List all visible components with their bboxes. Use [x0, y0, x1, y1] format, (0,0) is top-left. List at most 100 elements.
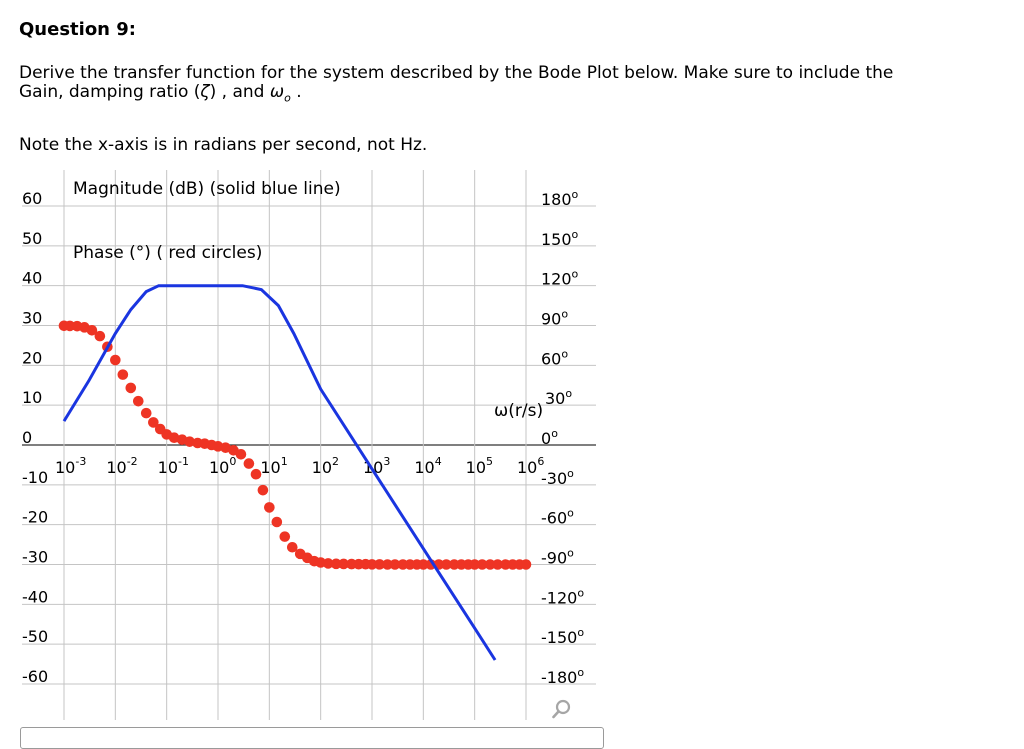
- magnitude-legend-label: Magnitude (dB) (solid blue line): [73, 179, 341, 199]
- x-tick-exponent: -3: [75, 455, 86, 468]
- phase-point: [243, 458, 255, 469]
- left-tick-label: 50: [22, 229, 42, 248]
- omega-subscript: o: [284, 91, 291, 105]
- left-tick-label: 30: [22, 309, 42, 328]
- x-axis-ticks: 10-3 10-2 10-1 100 101 102 103 104 105 106: [55, 455, 544, 477]
- degree-mark: o: [572, 228, 579, 241]
- x-axis-unit-label: ω(r/s): [494, 401, 543, 421]
- x-tick-label: 10-1: [158, 455, 189, 477]
- zoom-icon[interactable]: [551, 698, 573, 720]
- degree-mark: o: [567, 507, 574, 520]
- phase-point: [168, 432, 180, 443]
- degree-mark: o: [561, 347, 568, 360]
- phase-point: [250, 468, 262, 480]
- x-tick-label: 102: [312, 455, 339, 477]
- x-tick-exponent: 0: [229, 455, 236, 468]
- degree-mark: o: [567, 547, 574, 560]
- line2-mid: ) , and: [209, 82, 270, 102]
- right-tick-label: -30o: [541, 467, 574, 488]
- degree-mark: o: [551, 427, 558, 440]
- phase-point: [520, 559, 532, 570]
- phase-point: [110, 354, 121, 366]
- x-tick-exponent: 1: [281, 455, 288, 468]
- right-tick-label: 150o: [541, 228, 579, 249]
- phase-point: [484, 559, 496, 570]
- right-tick-label: -60o: [541, 507, 574, 528]
- left-tick-label: -10: [22, 468, 48, 487]
- question-line-1: Derive the transfer function for the sys…: [19, 63, 894, 83]
- phase-series: [58, 320, 532, 570]
- phase-point: [338, 558, 349, 570]
- x-tick-label: 100: [209, 455, 236, 477]
- phase-point: [492, 559, 503, 570]
- phase-point: [418, 559, 429, 570]
- x-tick-exponent: 4: [435, 455, 442, 468]
- zeta-symbol: ζ: [200, 82, 210, 102]
- x-tick-exponent: 3: [383, 455, 390, 468]
- phase-point: [132, 395, 144, 407]
- question-line-2: Gain, damping ratio (ζ) , and ωo .: [19, 83, 979, 107]
- x-tick-exponent: -1: [178, 455, 189, 468]
- right-tick-label: -150o: [541, 626, 584, 647]
- answer-box[interactable]: [20, 727, 604, 749]
- line2-end: .: [290, 82, 302, 102]
- phase-point: [469, 559, 480, 570]
- x-tick-label: 101: [260, 455, 287, 477]
- phase-point: [148, 417, 159, 428]
- phase-point: [382, 559, 393, 570]
- phase-point: [322, 558, 334, 569]
- question-text: Derive the transfer function for the sys…: [19, 64, 979, 107]
- left-tick-label: -60: [22, 667, 48, 686]
- x-tick-exponent: -2: [127, 455, 138, 468]
- degree-mark: o: [561, 308, 568, 321]
- left-tick-label: 40: [22, 269, 42, 288]
- phase-point: [389, 559, 401, 570]
- right-tick-label: 180o: [541, 188, 579, 209]
- degree-mark: o: [565, 387, 572, 400]
- x-tick-label: 10-2: [106, 455, 137, 477]
- left-tick-label: -50: [22, 627, 48, 646]
- degree-mark: o: [572, 188, 579, 201]
- left-tick-label: 60: [22, 189, 42, 208]
- phase-point: [140, 407, 152, 419]
- phase-legend-label: Phase (°) ( red circles): [73, 243, 262, 263]
- omega-symbol: ω: [269, 82, 285, 102]
- phase-point: [235, 448, 247, 460]
- phase-point: [440, 559, 452, 570]
- phase-point: [125, 382, 137, 394]
- degree-mark: o: [567, 467, 574, 480]
- left-tick-label: 0: [22, 428, 32, 447]
- degree-mark: o: [572, 268, 579, 281]
- left-tick-label: -20: [22, 508, 48, 527]
- phase-point: [94, 330, 106, 342]
- x-tick-exponent: 6: [537, 455, 544, 468]
- magnitude-series-line: [62, 284, 497, 661]
- question-note: Note the x-axis is in radians per second…: [19, 135, 428, 155]
- phase-point: [220, 442, 231, 453]
- phase-point: [286, 541, 298, 553]
- right-tick-label: -180o: [541, 666, 584, 687]
- phase-point: [279, 531, 291, 542]
- phase-point: [366, 559, 378, 570]
- right-tick-label: 120o: [541, 268, 579, 289]
- degree-mark: o: [577, 626, 584, 639]
- left-tick-label: 20: [22, 348, 42, 367]
- degree-mark: o: [577, 666, 584, 679]
- x-tick-exponent: 5: [486, 455, 493, 468]
- left-tick-label: -30: [22, 548, 48, 567]
- x-tick-label: 10-3: [55, 455, 86, 477]
- phase-point: [476, 559, 488, 570]
- phase-point: [271, 516, 283, 528]
- question-title: Question 9:: [19, 19, 136, 40]
- phase-point: [374, 559, 385, 570]
- phase-point: [184, 436, 195, 447]
- x-tick-label: 104: [414, 455, 441, 477]
- x-tick-label: 105: [466, 455, 493, 477]
- phase-point: [257, 484, 269, 496]
- right-axis-ticks: 180o150o120o90o60o30o0o-30o-60o-90o-120o…: [541, 188, 584, 687]
- x-tick-exponent: 2: [332, 455, 339, 468]
- right-tick-label: -90o: [541, 547, 574, 568]
- left-tick-label: 10: [22, 388, 42, 407]
- phase-point: [330, 558, 342, 570]
